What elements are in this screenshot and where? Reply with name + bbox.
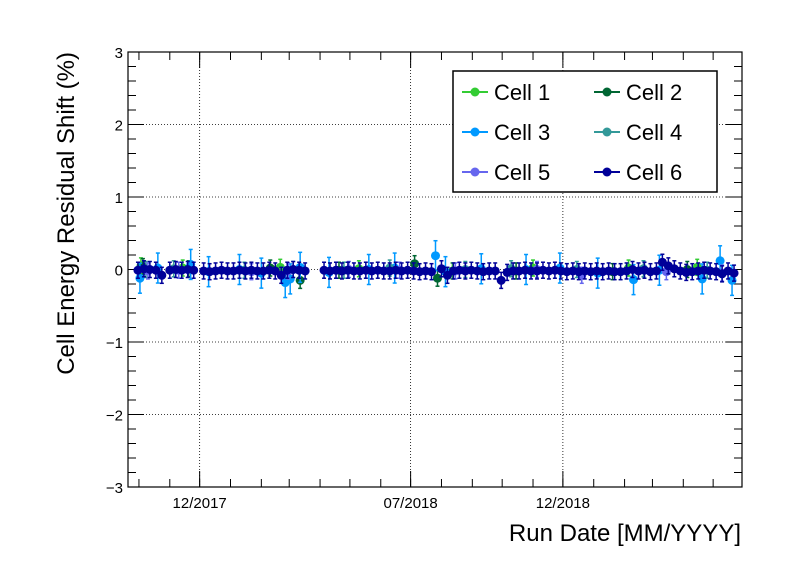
y-tick-label: 0 bbox=[115, 263, 123, 280]
data-point bbox=[300, 266, 310, 276]
data-point bbox=[189, 265, 199, 275]
legend: Cell 1 Cell 2 Cell 3 Cell 4 Cell 5 Cell 6 bbox=[452, 70, 718, 193]
y-tick-label: 3 bbox=[115, 45, 123, 62]
data-point bbox=[151, 265, 161, 275]
legend-label: Cell 5 bbox=[494, 160, 550, 185]
data-point bbox=[496, 275, 506, 285]
x-axis-title: Run Date [MM/YYYY] bbox=[509, 520, 741, 547]
y-axis-title: Cell Energy Residual Shift (%) bbox=[53, 52, 80, 375]
y-tick-label: −2 bbox=[106, 408, 123, 425]
legend-marker bbox=[470, 167, 480, 177]
y-tick-label: −1 bbox=[106, 335, 123, 352]
plot-frame bbox=[127, 51, 743, 488]
legend-marker bbox=[470, 127, 480, 137]
legend-box bbox=[452, 70, 718, 193]
data-points bbox=[133, 239, 739, 299]
y-tick-labels: 3 2 1 0 −1 −2 −3 bbox=[106, 45, 123, 497]
legend-label: Cell 1 bbox=[494, 80, 550, 105]
data-point bbox=[729, 268, 739, 278]
data-point bbox=[157, 270, 167, 280]
x-tick-label: 07/2018 bbox=[384, 495, 438, 512]
x-tick-label: 12/2018 bbox=[536, 495, 590, 512]
y-tick-label: 2 bbox=[115, 118, 123, 135]
x-tick-labels: 12/2017 07/2018 12/2018 bbox=[173, 495, 590, 512]
legend-label: Cell 6 bbox=[626, 160, 682, 185]
data-point bbox=[432, 273, 442, 283]
legend-marker bbox=[470, 87, 480, 97]
legend-label: Cell 4 bbox=[626, 120, 682, 145]
legend-label: Cell 2 bbox=[626, 80, 682, 105]
y-tick-label: −3 bbox=[106, 480, 123, 497]
legend-label: Cell 3 bbox=[494, 120, 550, 145]
data-point bbox=[276, 270, 286, 280]
x-tick-label: 12/2017 bbox=[173, 495, 227, 512]
data-point bbox=[436, 264, 446, 274]
data-point bbox=[490, 266, 500, 276]
legend-marker bbox=[602, 127, 612, 137]
legend-marker bbox=[602, 167, 612, 177]
legend-marker bbox=[602, 87, 612, 97]
data-point bbox=[430, 251, 440, 261]
data-point bbox=[427, 267, 437, 277]
y-tick-label: 1 bbox=[115, 190, 123, 207]
data-point bbox=[651, 266, 661, 276]
